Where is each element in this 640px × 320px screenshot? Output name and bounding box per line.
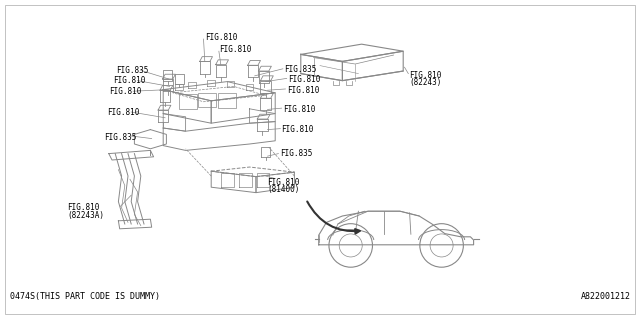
- Text: FIG.810: FIG.810: [283, 105, 316, 114]
- Text: FIG.810: FIG.810: [282, 125, 314, 134]
- Text: (82243A): (82243A): [67, 211, 104, 220]
- Text: (81400): (81400): [268, 185, 300, 194]
- Text: FIG.810: FIG.810: [107, 108, 140, 116]
- Text: FIG.810: FIG.810: [205, 33, 237, 42]
- Text: FIG.835: FIG.835: [116, 66, 149, 75]
- Bar: [198, 93, 216, 107]
- Text: FIG.810: FIG.810: [410, 71, 442, 80]
- Bar: [179, 94, 197, 109]
- Text: FIG.810: FIG.810: [113, 76, 146, 85]
- Text: A822001212: A822001212: [580, 292, 630, 301]
- Text: FIG.810: FIG.810: [288, 75, 321, 84]
- Text: FIG.810: FIG.810: [67, 204, 100, 212]
- Text: FIG.810: FIG.810: [287, 86, 319, 95]
- Text: FIG.835: FIG.835: [280, 149, 312, 158]
- Text: FIG.835: FIG.835: [284, 65, 317, 74]
- Text: FIG.810: FIG.810: [109, 87, 141, 96]
- Text: 0474S(THIS PART CODE IS DUMMY): 0474S(THIS PART CODE IS DUMMY): [10, 292, 159, 301]
- Text: FIG.810: FIG.810: [268, 178, 300, 187]
- Bar: [218, 93, 236, 108]
- Text: FIG.835: FIG.835: [104, 133, 136, 142]
- Text: (82243): (82243): [410, 78, 442, 87]
- Text: FIG.810: FIG.810: [219, 45, 252, 54]
